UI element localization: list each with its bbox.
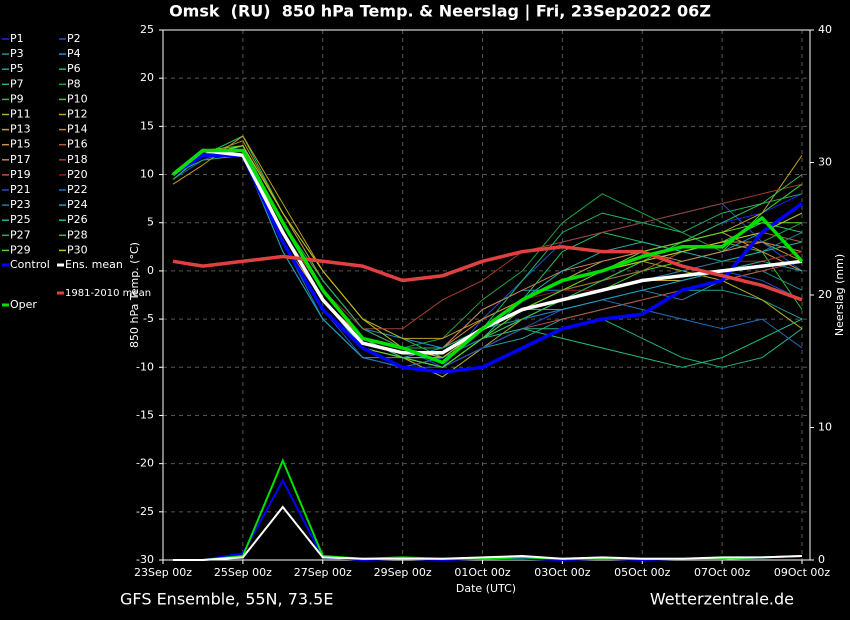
legend-label: P1	[10, 32, 24, 45]
legend-label: P16	[67, 138, 88, 151]
legend-label: P14	[67, 123, 88, 136]
legend-label: P4	[67, 47, 81, 60]
y-tick-label: -30	[136, 553, 154, 566]
legend-label: P28	[67, 228, 88, 241]
chart-title: Omsk (RU) 850 hPa Temp. & Neerslag | Fri…	[169, 2, 711, 22]
x-tick-label: 09Oct 00z	[774, 566, 831, 579]
legend-label: P12	[67, 108, 88, 121]
x-tick-label: 29Sep 00z	[374, 566, 432, 579]
legend-label: P30	[67, 243, 88, 256]
legend-label: P5	[10, 62, 24, 75]
x-tick-label: 07Oct 00z	[694, 566, 751, 579]
y2-tick-label: 0	[818, 553, 825, 566]
y-tick-label: -5	[143, 312, 154, 325]
legend-label: P2	[67, 32, 81, 45]
legend-label: P22	[67, 183, 88, 196]
y2-tick-label: 20	[818, 288, 832, 301]
x-tick-label: 25Sep 00z	[214, 566, 272, 579]
legend-label: P3	[10, 47, 24, 60]
legend-label: P20	[67, 168, 88, 181]
legend-label: P21	[10, 183, 31, 196]
legend-label: P19	[10, 168, 31, 181]
legend-label: P6	[67, 62, 81, 75]
footer-right: Wetterzentrale.de	[650, 590, 794, 609]
legend-label: P29	[10, 243, 31, 256]
legend-label: P15	[10, 138, 31, 151]
legend-label: P13	[10, 123, 31, 136]
y-tick-label: -20	[136, 457, 154, 470]
y2-tick-label: 30	[818, 156, 832, 169]
y-tick-label: -25	[136, 505, 154, 518]
x-tick-label: 23Sep 00z	[134, 566, 192, 579]
legend-label: P23	[10, 198, 31, 211]
key-line	[172, 245, 803, 302]
y-tick-label: 0	[147, 264, 154, 277]
y2-tick-label: 10	[818, 421, 832, 434]
key-line	[172, 153, 804, 374]
y-tick-label: 15	[140, 119, 154, 132]
y-tick-label: 25	[140, 23, 154, 36]
y-tick-label: -15	[136, 408, 154, 421]
y2-axis-label: Neerslag (mm)	[833, 254, 846, 336]
legend-label: P10	[67, 92, 88, 105]
legend-label: P9	[10, 92, 24, 105]
legend-label: Ens. mean	[65, 258, 123, 271]
y-axis-label: 850 hPa Temp. (°C)	[128, 242, 141, 348]
x-tick-label: 01Oct 00z	[454, 566, 511, 579]
legend-label: P8	[67, 77, 81, 90]
y-tick-label: 10	[140, 168, 154, 181]
footer-left: GFS Ensemble, 55N, 73.5E	[120, 590, 333, 609]
legend-label: Control	[10, 258, 50, 271]
x-tick-label: 27Sep 00z	[294, 566, 352, 579]
y-tick-label: 5	[147, 216, 154, 229]
legend-label: P17	[10, 153, 31, 166]
precip-line	[173, 505, 803, 561]
y-tick-label: -10	[136, 360, 154, 373]
legend-label: P27	[10, 228, 31, 241]
legend-label: P25	[10, 213, 31, 226]
plot-frame	[162, 29, 811, 561]
legend-label: P24	[67, 198, 88, 211]
key-line	[171, 148, 804, 365]
y2-tick-label: 40	[818, 23, 832, 36]
x-axis-label: Date (UTC)	[456, 582, 516, 595]
legend-label: P11	[10, 108, 31, 121]
legend-label: Oper	[10, 298, 37, 311]
y-tick-label: 20	[140, 71, 154, 84]
legend-label: P7	[10, 77, 24, 90]
x-tick-label: 03Oct 00z	[534, 566, 591, 579]
legend-label: 1981-2010 mean	[65, 288, 151, 299]
x-tick-label: 05Oct 00z	[614, 566, 671, 579]
legend-label: P18	[67, 153, 88, 166]
legend-label: P26	[67, 213, 88, 226]
